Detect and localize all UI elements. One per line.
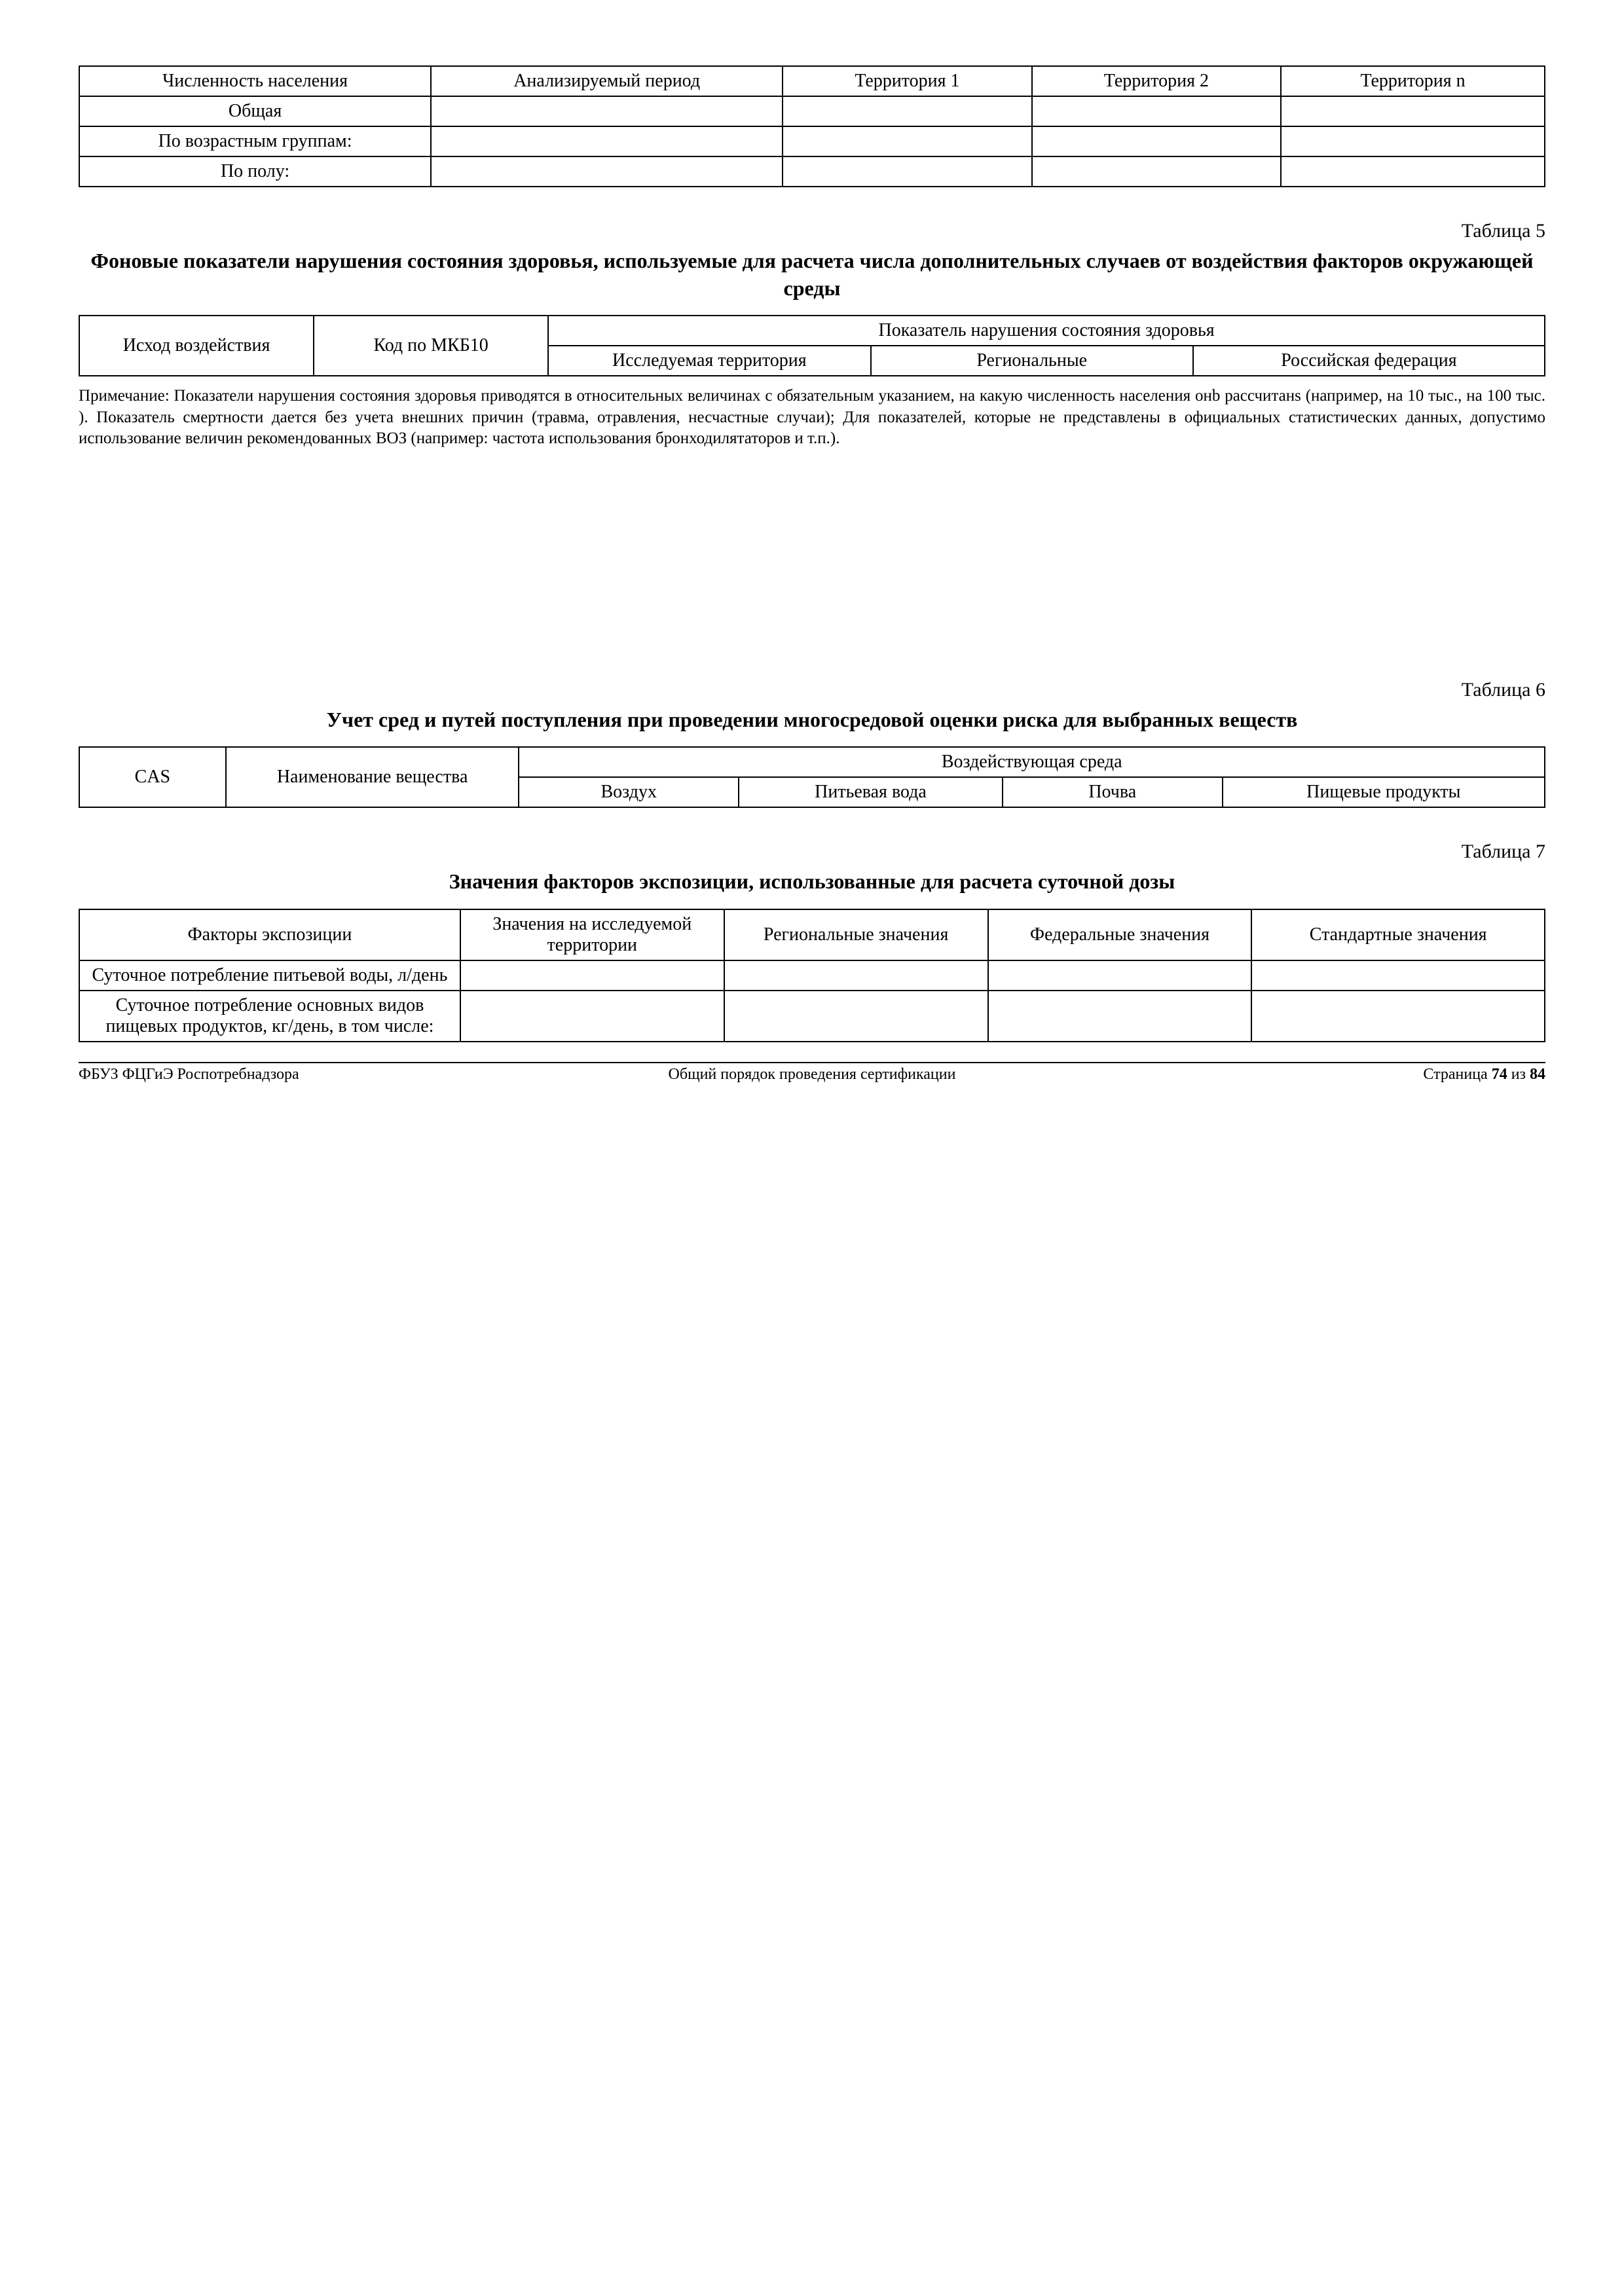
cell: Пищевые продукты [1223, 777, 1545, 807]
cell: Код по МКБ10 [314, 316, 548, 376]
table-row: CAS Наименование вещества Воздействующая… [79, 747, 1545, 777]
cell: Суточное потребление питьевой воды, л/де… [79, 960, 460, 991]
cell: Исход воздействия [79, 316, 314, 376]
cell: Общая [79, 96, 431, 126]
cell [431, 156, 783, 187]
cell [724, 991, 988, 1042]
table-row: Исход воздействия Код по МКБ10 Показател… [79, 316, 1545, 346]
cell [1032, 156, 1281, 187]
cell [1251, 960, 1545, 991]
cell: Российская федерация [1193, 346, 1545, 376]
table6: CAS Наименование вещества Воздействующая… [79, 746, 1545, 808]
cell: Региональные [871, 346, 1193, 376]
cell: Значения на исследуемой территории [460, 909, 724, 960]
cell: Анализируемый период [431, 66, 783, 96]
table-row: По возрастным группам: [79, 126, 1545, 156]
page-total: 84 [1530, 1066, 1545, 1083]
cell [1281, 96, 1545, 126]
page-footer: ФБУЗ ФЦГиЭ Роспотребнадзора Общий порядо… [79, 1062, 1545, 1084]
table5-title: Фоновые показатели нарушения состояния з… [79, 247, 1545, 302]
table-row: Суточное потребление основных видов пище… [79, 991, 1545, 1042]
cell: Наименование вещества [226, 747, 519, 807]
cell: Федеральные значения [988, 909, 1252, 960]
cell: Стандартные значения [1251, 909, 1545, 960]
cell: Питьевая вода [739, 777, 1003, 807]
cell: Показатель нарушения состояния здоровья [548, 316, 1545, 346]
table7-title: Значения факторов экспозиции, использова… [79, 868, 1545, 896]
cell [460, 960, 724, 991]
cell [1032, 96, 1281, 126]
table5-label: Таблица 5 [79, 220, 1545, 242]
cell [1251, 991, 1545, 1042]
cell [431, 126, 783, 156]
table-population: Численность населения Анализируемый пери… [79, 65, 1545, 187]
cell: Воздух [519, 777, 739, 807]
cell: Почва [1003, 777, 1223, 807]
page-sep: из [1507, 1066, 1530, 1083]
table5: Исход воздействия Код по МКБ10 Показател… [79, 315, 1545, 376]
footer-right-prefix: Страница [1423, 1066, 1491, 1083]
cell: Территория 2 [1032, 66, 1281, 96]
cell [431, 96, 783, 126]
footer-right: Страница 74 из 84 [1056, 1066, 1545, 1084]
cell [988, 960, 1252, 991]
cell: Территория n [1281, 66, 1545, 96]
cell [724, 960, 988, 991]
table-row: По полу: [79, 156, 1545, 187]
cell [460, 991, 724, 1042]
cell: Территория 1 [783, 66, 1031, 96]
cell [1281, 156, 1545, 187]
table-row: Численность населения Анализируемый пери… [79, 66, 1545, 96]
cell: CAS [79, 747, 226, 807]
footer-mid: Общий порядок проведения сертификации [568, 1066, 1057, 1084]
cell: Воздействующая среда [519, 747, 1545, 777]
cell: Численность населения [79, 66, 431, 96]
cell [988, 991, 1252, 1042]
cell: Исследуемая территория [548, 346, 870, 376]
cell: По возрастным группам: [79, 126, 431, 156]
table7: Факторы экспозиции Значения на исследуем… [79, 909, 1545, 1042]
cell [783, 96, 1031, 126]
footer-left: ФБУЗ ФЦГиЭ Роспотребнадзора [79, 1066, 568, 1084]
cell [1281, 126, 1545, 156]
cell [1032, 126, 1281, 156]
cell: По полу: [79, 156, 431, 187]
cell [783, 126, 1031, 156]
table-row: Суточное потребление питьевой воды, л/де… [79, 960, 1545, 991]
table6-label: Таблица 6 [79, 679, 1545, 701]
cell: Суточное потребление основных видов пище… [79, 991, 460, 1042]
cell: Факторы экспозиции [79, 909, 460, 960]
cell [783, 156, 1031, 187]
table-row: Факторы экспозиции Значения на исследуем… [79, 909, 1545, 960]
cell: Региональные значения [724, 909, 988, 960]
table7-label: Таблица 7 [79, 841, 1545, 863]
table-row: Общая [79, 96, 1545, 126]
table5-note: Примечание: Показатели нарушения состоян… [79, 386, 1545, 450]
page-current: 74 [1492, 1066, 1507, 1083]
table6-title: Учет сред и путей поступления при провед… [79, 706, 1545, 734]
